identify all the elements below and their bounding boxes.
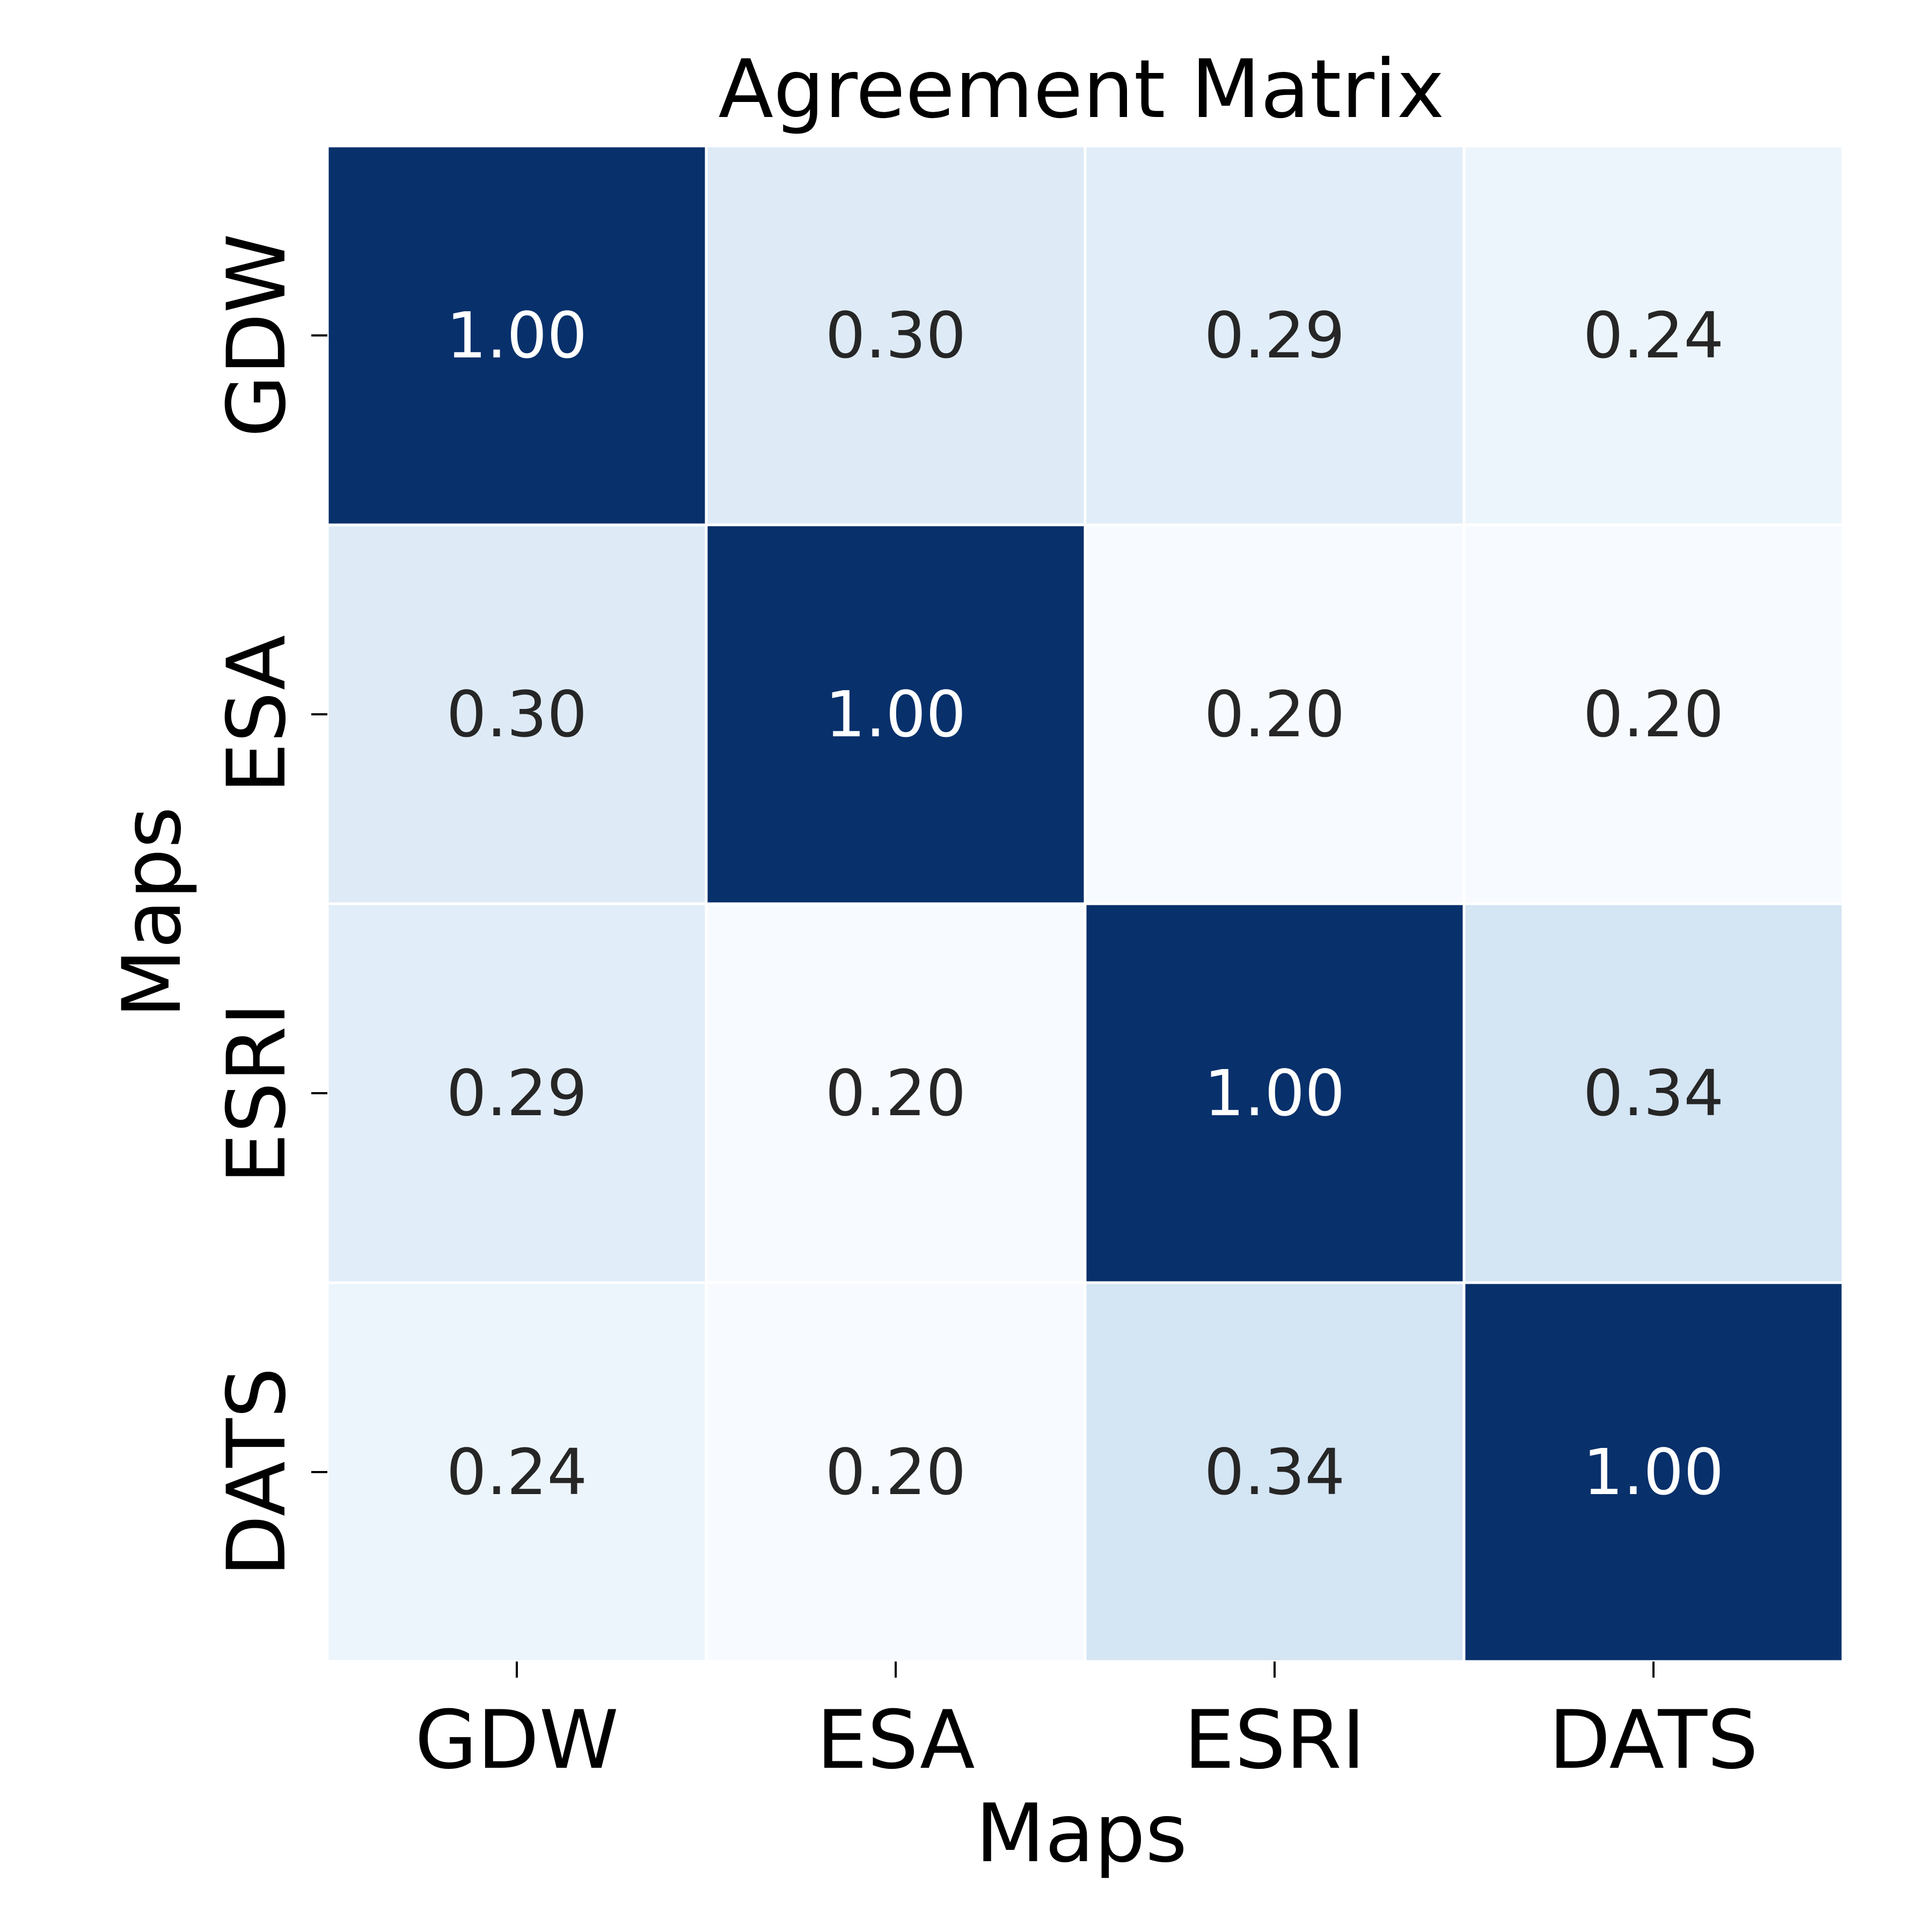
x-tick-label: DATS [1549,1694,1759,1787]
cell-value-label: 0.30 [825,298,967,372]
cell-value-label: 0.20 [1204,677,1345,751]
x-tick-label: ESA [816,1694,975,1787]
heatmap-cell-gdw-esa [705,144,1087,526]
y-tick-label: GDW [210,233,304,437]
cell-value-label: 0.20 [1583,677,1724,751]
heatmap-cell-dats-gdw [326,1281,708,1663]
heatmap-cell-dats-esa [705,1281,1087,1663]
x-tick-label: ESRI [1184,1694,1365,1787]
cell-value-label: 1.00 [1204,1056,1345,1130]
heatmap-cell-esri-dats [1462,902,1845,1284]
cell-value-label: 0.29 [1204,298,1345,372]
cell-value-label: 0.20 [825,1056,967,1130]
heatmap-cell-dats-esri [1084,1281,1466,1663]
cell-value-label: 1.00 [447,298,588,372]
cell-value-label: 0.34 [1583,1056,1724,1130]
heatmap-cell-gdw-gdw [326,144,708,526]
cell-value-label: 1.00 [825,677,967,751]
y-tick-label: ESRI [210,1002,304,1184]
cell-value-label: 0.29 [447,1056,588,1130]
heatmap-cell-esri-esa [705,902,1087,1284]
heatmap-cells [326,144,1845,1663]
y-tick-label: DATS [210,1367,304,1577]
y-tick-label: ESA [210,635,304,793]
heatmap-cell-labels: 1.00 0.30 0.29 0.24 0.30 1.00 0.20 0.20 0.29 0.20… [447,298,1724,1509]
heatmap-cell-esa-esa [705,523,1087,905]
cell-value-label: 0.24 [1583,298,1724,372]
cell-value-label: 0.34 [1204,1435,1345,1509]
heatmap-cell-dats-dats [1462,1281,1845,1663]
cell-value-label: 0.20 [825,1435,967,1509]
heatmap-cell-gdw-esri [1084,144,1466,526]
heatmap-cell-esa-dats [1462,523,1845,905]
cell-value-label: 0.30 [447,677,588,751]
cell-value-label: 1.00 [1583,1435,1724,1509]
heatmap-cell-gdw-dats [1462,144,1845,526]
x-axis-label: Maps [976,1787,1188,1880]
y-axis-ticks: GDW ESA ESRI DATS [210,233,327,1577]
heatmap-cell-esa-gdw [326,523,708,905]
x-tick-label: GDW [415,1694,619,1787]
chart-title: Agreement Matrix [718,43,1444,136]
cell-value-label: 0.24 [447,1435,588,1509]
y-axis-label: Maps [106,807,199,1019]
x-axis-ticks: GDW ESA ESRI DATS [415,1662,1758,1787]
